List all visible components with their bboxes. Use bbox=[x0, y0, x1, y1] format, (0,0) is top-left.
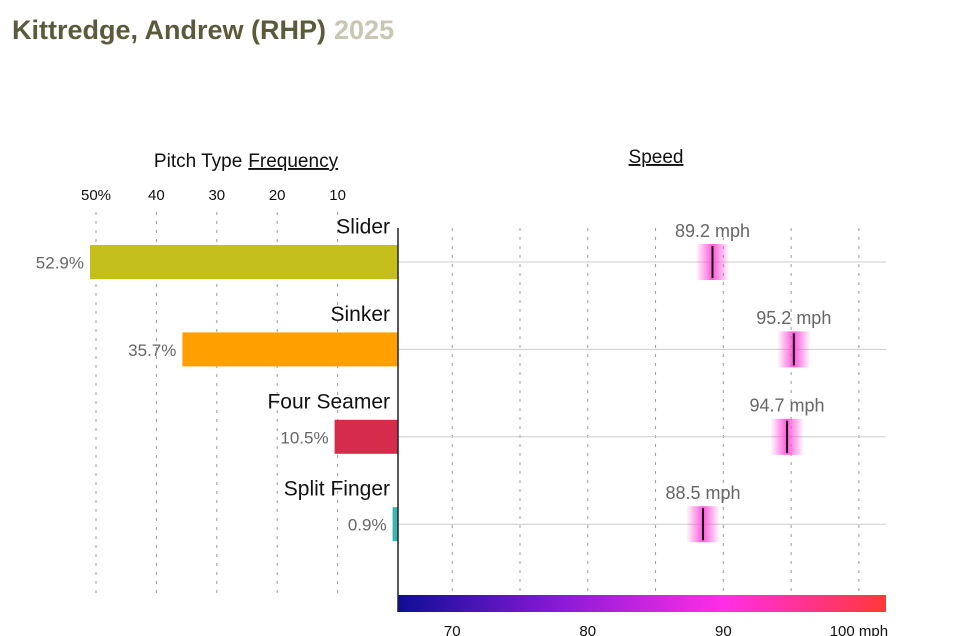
freq-value-label: 35.7% bbox=[128, 341, 176, 360]
freq-tick-label: 30 bbox=[208, 187, 225, 204]
speed-value-label: 95.2 mph bbox=[756, 308, 831, 328]
freq-tick-label: 40 bbox=[148, 187, 165, 204]
category-label: Four Seamer bbox=[267, 390, 390, 413]
freq-bars bbox=[90, 245, 398, 542]
freq-tick-label: 20 bbox=[269, 187, 286, 204]
freq-tick-label: 50% bbox=[81, 187, 111, 204]
freq-bar bbox=[90, 245, 398, 279]
freq-value-label: 10.5% bbox=[280, 428, 328, 447]
category-label: Slider bbox=[336, 216, 390, 239]
speed-value-label: 88.5 mph bbox=[665, 483, 740, 503]
category-label: Sinker bbox=[330, 303, 390, 326]
frequency-link[interactable]: Frequency bbox=[248, 151, 338, 172]
freq-value-label: 0.9% bbox=[348, 516, 387, 535]
player-name: Kittredge, Andrew (RHP) bbox=[12, 15, 326, 45]
speed-tick-label: 90 bbox=[715, 623, 732, 636]
speed-tick-label: 100 mph bbox=[830, 623, 888, 636]
speed-title[interactable]: Speed bbox=[629, 147, 684, 168]
freq-bar bbox=[392, 507, 398, 542]
speed-tick-label: 70 bbox=[444, 623, 461, 636]
speed-tick-label: 80 bbox=[579, 623, 596, 636]
frequency-label: Pitch Type bbox=[154, 151, 242, 172]
plot: 50% 40 30 20 10 70 80 90 100 mph Slider 52.9% 89.2 … bbox=[36, 187, 888, 636]
speed-value-label: 89.2 mph bbox=[675, 221, 750, 241]
freq-tick-label: 10 bbox=[329, 187, 346, 204]
category-label: Split Finger bbox=[284, 478, 390, 501]
freq-bar bbox=[334, 419, 398, 454]
speed-color-scale bbox=[398, 595, 886, 612]
season: 2025 bbox=[334, 15, 394, 45]
frequency-title: Pitch Type Frequency bbox=[154, 151, 339, 172]
chart-title: Kittredge, Andrew (RHP) 2025 bbox=[12, 15, 394, 45]
speed-value-label: 94.7 mph bbox=[750, 396, 825, 416]
freq-value-label: 52.9% bbox=[36, 253, 84, 272]
freq-bar bbox=[182, 332, 398, 367]
